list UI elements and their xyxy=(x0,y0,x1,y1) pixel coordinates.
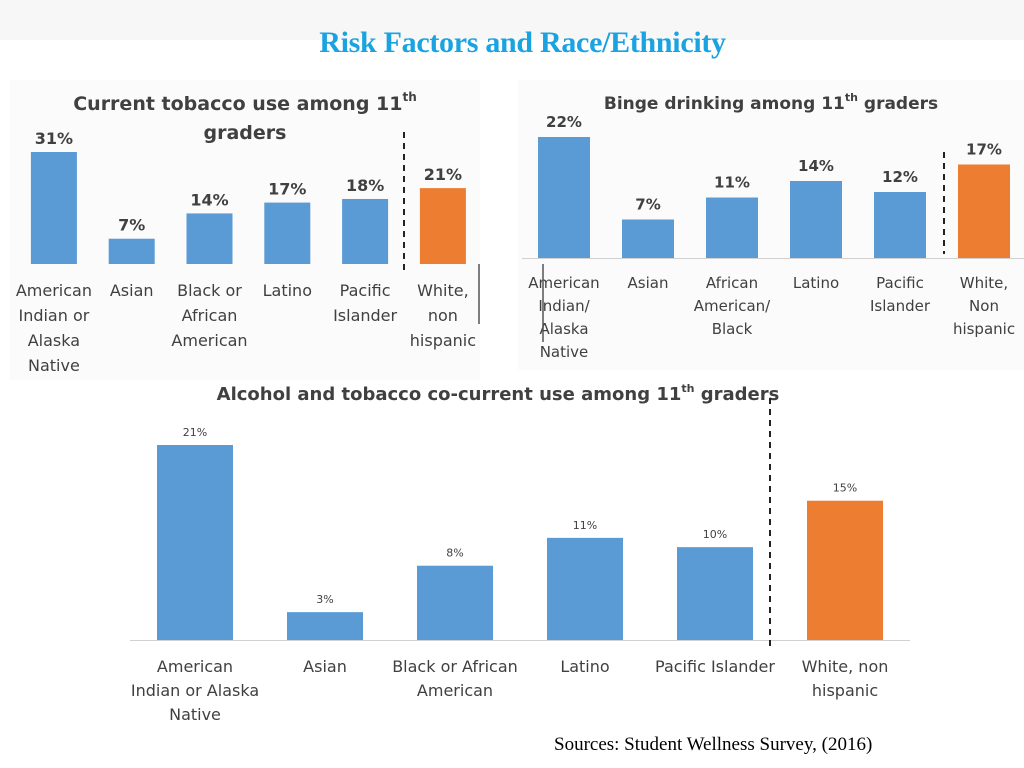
data-label-3: 14% xyxy=(190,190,228,209)
sources-note: Sources: Student Wellness Survey, (2016) xyxy=(554,734,873,755)
data-label-2: 7% xyxy=(635,196,660,214)
data-label-4: 11% xyxy=(573,519,597,532)
bar-6 xyxy=(807,500,883,640)
category-label-6-line-3: hispanic xyxy=(953,320,1015,338)
chart-title: Binge drinking among 11th graders xyxy=(604,91,938,114)
category-label-4-line-1: Latino xyxy=(560,657,609,676)
category-label-2-line-1: Asian xyxy=(303,657,347,676)
title-band xyxy=(0,0,1024,40)
category-label-1-line-4: Native xyxy=(540,343,589,361)
bar-3 xyxy=(417,565,493,640)
data-label-6: 15% xyxy=(833,482,857,495)
data-label-5: 12% xyxy=(882,168,918,186)
bar-2 xyxy=(622,219,674,258)
category-label-3-line-2: American/ xyxy=(694,297,771,315)
tobacco-use-chart: Current tobacco use among 11th graders 31%… xyxy=(16,90,480,375)
bar-6 xyxy=(958,164,1010,258)
category-label-1-line-2: Indian or Alaska xyxy=(131,681,259,700)
chart-title: Alcohol and tobacco co-current use among… xyxy=(217,382,780,405)
category-label-5-line-2: Islander xyxy=(333,306,397,325)
data-label-4: 14% xyxy=(798,157,834,175)
category-label-4-line-1: Latino xyxy=(263,281,312,300)
data-label-1: 21% xyxy=(183,426,207,439)
data-label-2: 3% xyxy=(316,593,333,606)
bar-3 xyxy=(186,213,233,264)
category-label-5-line-1: Pacific xyxy=(340,281,391,300)
bar-1 xyxy=(157,445,233,640)
category-label-2-line-1: Asian xyxy=(110,281,154,300)
category-label-3-line-3: Black xyxy=(712,320,753,338)
category-label-3-line-1: Black or xyxy=(177,281,242,300)
page-title: Risk Factors and Race/Ethnicity xyxy=(319,26,726,59)
data-label-6: 17% xyxy=(966,141,1002,159)
bar-4 xyxy=(790,181,842,258)
bar-2 xyxy=(108,238,155,264)
chart-title-line-2: graders xyxy=(204,122,287,144)
category-label-1-line-1: American xyxy=(157,657,233,676)
data-label-3: 11% xyxy=(714,174,750,192)
category-label-6-line-3: hispanic xyxy=(410,331,476,350)
category-label-1-line-4: Native xyxy=(28,356,80,375)
category-label-6-line-2: Non xyxy=(969,297,999,315)
category-label-3-line-3: American xyxy=(171,331,247,350)
data-label-1: 31% xyxy=(35,129,73,148)
data-label-3: 8% xyxy=(446,547,463,560)
category-label-1-line-3: Alaska xyxy=(539,320,588,338)
category-label-6-line-2: non xyxy=(428,306,458,325)
category-label-3-line-1: African xyxy=(706,274,758,292)
data-label-5: 18% xyxy=(346,176,384,195)
binge-drinking-chart: Binge drinking among 11th graders 22% Amer… xyxy=(522,91,1024,361)
chart-2-background xyxy=(518,80,1024,370)
category-label-6-line-2: hispanic xyxy=(812,681,878,700)
category-label-6-line-1: White, non xyxy=(802,657,889,676)
category-label-1-line-3: Native xyxy=(169,705,221,724)
data-label-6: 21% xyxy=(424,165,462,184)
category-label-3-line-1: Black or African xyxy=(392,657,518,676)
bar-1 xyxy=(538,137,590,258)
category-label-6-line-1: White, xyxy=(960,274,1008,292)
data-label-1: 22% xyxy=(546,113,582,131)
category-label-5-line-1: Pacific xyxy=(876,274,924,292)
category-label-1-line-1: American xyxy=(16,281,92,300)
chart-1-background xyxy=(10,80,480,380)
category-label-1-line-1: American xyxy=(528,274,599,292)
data-label-5: 10% xyxy=(703,528,727,541)
category-label-5-line-1: Pacific Islander xyxy=(655,657,775,676)
bar-6 xyxy=(419,188,466,264)
category-label-3-line-2: African xyxy=(182,306,238,325)
category-label-1-line-2: Indian or xyxy=(18,306,89,325)
bar-4 xyxy=(547,537,623,640)
data-label-2: 7% xyxy=(118,216,145,235)
category-label-1-line-3: Alaska xyxy=(28,331,80,350)
bar-5 xyxy=(342,198,389,264)
bar-5 xyxy=(677,547,753,640)
category-label-6-line-1: White, xyxy=(417,281,469,300)
chart-title: Current tobacco use among 11th xyxy=(73,90,417,115)
category-label-4-line-1: Latino xyxy=(793,274,839,292)
bar-1 xyxy=(30,152,77,264)
data-label-4: 17% xyxy=(268,180,306,199)
category-label-2-line-1: Asian xyxy=(628,274,669,292)
bar-5 xyxy=(874,192,926,258)
co-current-use-chart: Alcohol and tobacco co-current use among… xyxy=(130,382,910,724)
category-label-5-line-2: Islander xyxy=(870,297,931,315)
category-label-1-line-2: Indian/ xyxy=(538,297,590,315)
bar-3 xyxy=(706,197,758,258)
category-label-3-line-2: American xyxy=(417,681,493,700)
bar-2 xyxy=(287,612,363,640)
bar-4 xyxy=(264,202,311,264)
